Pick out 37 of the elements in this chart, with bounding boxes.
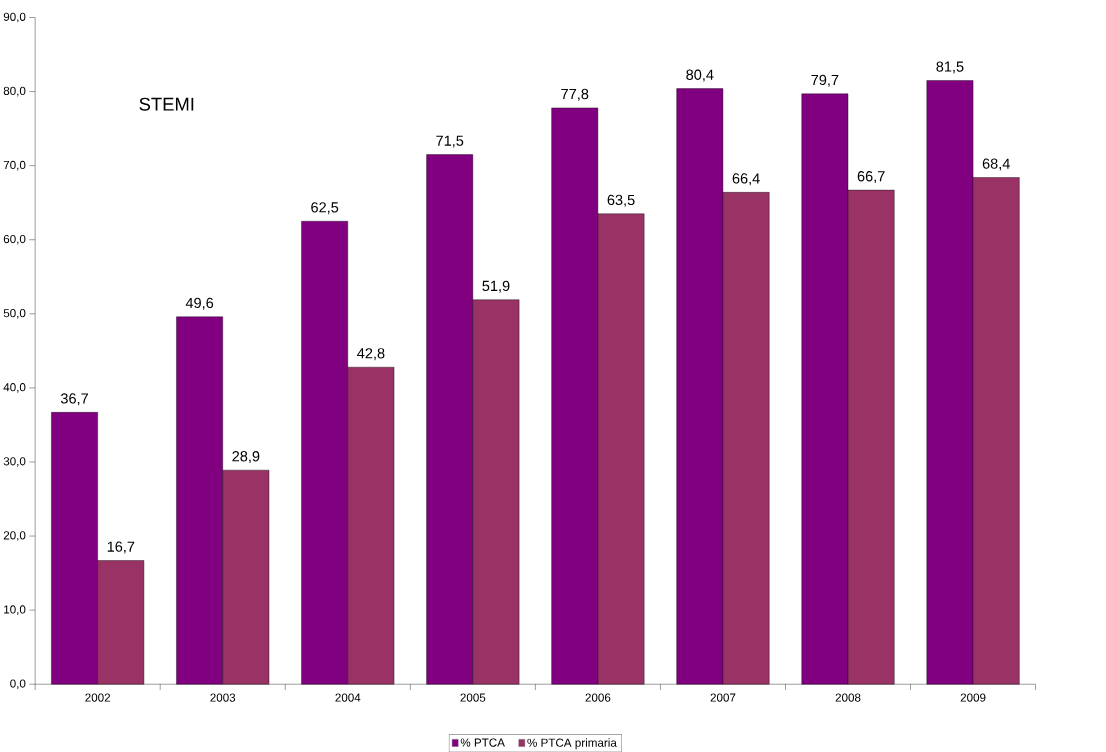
- x-tick-label: 2003: [210, 693, 236, 702]
- data-label: 66,7: [857, 170, 885, 183]
- legend-label: % PTCA primaria: [527, 738, 617, 750]
- data-label: 71,5: [436, 135, 464, 148]
- y-tick-label: 80,0: [3, 86, 26, 97]
- x-tick-label: 2005: [460, 693, 486, 702]
- data-label: 42,8: [357, 348, 385, 361]
- data-label: 62,5: [311, 202, 339, 215]
- text: STEMI: [139, 97, 194, 111]
- x-tick-label: 2006: [585, 693, 611, 702]
- legend-label: % PTCA: [460, 738, 505, 747]
- data-label: 80,4: [686, 69, 714, 82]
- data-label: 68,4: [982, 158, 1010, 171]
- x-tick-label: 2008: [835, 693, 861, 702]
- y-tick-label: 60,0: [3, 234, 26, 245]
- y-tick-label: 10,0: [4, 605, 26, 615]
- y-tick-label: 0,0: [10, 679, 26, 689]
- data-label: 36,7: [60, 393, 88, 406]
- y-tick-label: 30,0: [3, 457, 26, 467]
- x-tick-label: 2009: [960, 693, 986, 702]
- y-tick-label: 70,0: [3, 160, 26, 171]
- y-tick-label: 20,0: [3, 531, 26, 541]
- x-tick-label: 2002: [85, 693, 111, 702]
- y-tick-label: 40,0: [3, 382, 26, 393]
- data-label: 81,5: [936, 61, 964, 74]
- data-label: 49,6: [185, 297, 214, 310]
- y-tick-label: 90,0: [3, 12, 26, 23]
- data-label: 63,5: [607, 194, 635, 207]
- data-label: 51,9: [482, 280, 510, 293]
- y-tick-label: 50,0: [3, 308, 26, 319]
- data-label: 16,7: [107, 541, 135, 554]
- data-label: 79,7: [811, 74, 839, 87]
- data-label: 66,4: [732, 173, 760, 186]
- data-label: 77,8: [561, 88, 589, 101]
- x-tick-label: 2007: [710, 693, 736, 702]
- x-tick-label: 2004: [335, 693, 361, 702]
- data-label: 28,9: [232, 450, 260, 463]
